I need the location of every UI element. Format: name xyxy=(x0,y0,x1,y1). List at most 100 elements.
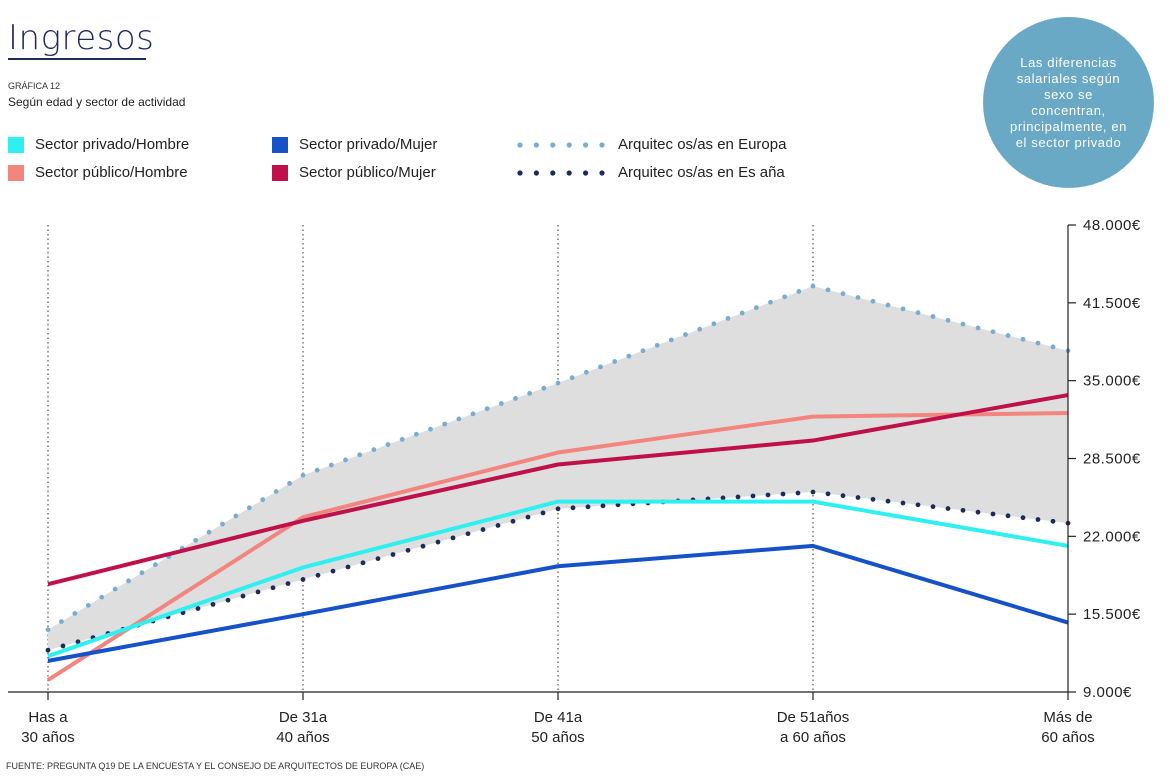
legend-dot xyxy=(517,141,523,148)
legend-item-europe: Arquitec os/as en Europa xyxy=(516,136,786,153)
series-1-dot xyxy=(960,507,966,513)
series-1-dot xyxy=(915,502,921,508)
series-0-dot xyxy=(810,283,816,289)
series-1-dot xyxy=(765,492,771,498)
series-0-dot xyxy=(470,411,476,417)
shaded-band xyxy=(48,286,1068,651)
series-0-dot xyxy=(260,497,266,503)
series-1-dot xyxy=(255,589,261,595)
y-tick-label: 48.000€ xyxy=(1083,217,1141,234)
figure-subtitle: Según edad y sector de actividad xyxy=(8,95,186,109)
series-1-dot xyxy=(375,556,381,562)
series-0-dot xyxy=(598,364,603,370)
series-0-dot xyxy=(112,586,118,592)
series-0-dot xyxy=(668,337,674,343)
series-0-dot xyxy=(725,316,731,321)
x-tick-label: De 51años xyxy=(777,709,850,726)
series-0-dot xyxy=(626,353,632,359)
series-0-dot xyxy=(371,447,377,453)
legend-item-public-female: Sector público/Mujer xyxy=(272,164,436,181)
legend-dot xyxy=(583,141,589,148)
series-1-dot xyxy=(405,547,411,553)
series-1-dot xyxy=(735,494,741,500)
series-0-dot xyxy=(399,437,405,442)
series-1-dot xyxy=(720,495,726,501)
legend-label-private-female: Sector privado/Mujer xyxy=(299,136,438,153)
series-0-dot xyxy=(314,467,320,473)
x-tick-label: Has a xyxy=(28,709,68,726)
series-1-dot xyxy=(315,572,321,578)
legend-dot xyxy=(533,169,539,176)
legend-label-europe: Arquitec os/as en Europa xyxy=(618,136,787,153)
legend-item-spain: Arquitec os/as en Es aña xyxy=(516,164,785,181)
series-1-dot xyxy=(465,531,471,537)
legend-dot xyxy=(583,169,589,176)
series-0-dot xyxy=(498,401,504,406)
y-tick-label: 9.000€ xyxy=(1083,684,1132,701)
series-1-dot xyxy=(810,489,816,495)
series-0-dot xyxy=(900,306,906,312)
legend-dot xyxy=(566,169,572,176)
series-0-dot xyxy=(569,375,575,381)
series-1-dot xyxy=(75,639,81,645)
series-0-dot xyxy=(59,619,64,625)
series-0-dot xyxy=(683,332,688,337)
series-0-dot xyxy=(300,472,306,478)
series-1-dot xyxy=(285,581,291,586)
series-0-dot xyxy=(855,295,861,300)
x-tick-label: 30 años xyxy=(21,729,74,746)
series-0-dot xyxy=(246,505,252,511)
series-0-dot xyxy=(990,329,996,335)
legend-dot xyxy=(533,141,539,148)
series-1-dot xyxy=(210,601,216,607)
series-0-dot xyxy=(541,385,547,391)
series-1-dot xyxy=(975,509,981,515)
y-tick-label: 22.000€ xyxy=(1083,528,1141,545)
series-1-dot xyxy=(795,490,801,496)
series-1-dot xyxy=(510,518,516,524)
series-5-line xyxy=(47,543,1069,663)
x-tick-label: Más de xyxy=(1043,709,1092,726)
series-0-dot xyxy=(287,480,292,486)
series-0-dot xyxy=(555,380,561,386)
x-tick-label: De 31a xyxy=(279,709,328,726)
legend-label-public-male: Sector público/Hombre xyxy=(35,164,188,181)
series-1-dot xyxy=(1035,517,1041,522)
series-0-dot xyxy=(343,457,348,463)
series-0-dot xyxy=(960,321,966,327)
series-0-dot xyxy=(640,348,646,354)
series-0-dot xyxy=(484,406,490,412)
series-1-dot xyxy=(240,593,246,599)
series-1-dot xyxy=(990,511,996,517)
series-1-dot xyxy=(1020,515,1026,521)
x-tick-label: 60 años xyxy=(1041,729,1094,746)
y-tick-label: 28.500€ xyxy=(1083,451,1141,468)
series-0-dot xyxy=(45,627,51,633)
series-0-dot xyxy=(870,298,876,304)
series-1-dot xyxy=(570,505,576,511)
x-tick-label: a 60 años xyxy=(780,729,846,746)
series-0-dot xyxy=(139,570,145,576)
legend-dots-spain xyxy=(517,169,605,176)
series-0-dot xyxy=(152,562,158,568)
series-1-dot xyxy=(870,496,876,502)
source-note: FUENTE: PREGUNTA Q19 DE LA ENCUESTA Y EL… xyxy=(6,761,425,771)
series-1-dot xyxy=(60,643,66,649)
series-1-dot xyxy=(45,647,51,653)
series-1-dot xyxy=(1005,513,1011,519)
series-1-dot xyxy=(930,504,936,510)
legend-label-public-female: Sector público/Mujer xyxy=(299,164,436,181)
series-1-dot xyxy=(540,510,546,516)
series-0-dot xyxy=(99,594,105,600)
series-1-dot xyxy=(1050,518,1056,524)
series-0-dot xyxy=(975,325,981,331)
series-1-dot xyxy=(420,543,426,549)
series-0-dot xyxy=(753,305,759,311)
series-0-dot xyxy=(126,578,131,584)
series-0-dot xyxy=(915,310,921,316)
series-0-dot xyxy=(233,513,239,519)
series-1-dot xyxy=(195,606,201,611)
x-tick-label: 50 años xyxy=(531,729,584,746)
series-1-dot xyxy=(825,491,831,497)
